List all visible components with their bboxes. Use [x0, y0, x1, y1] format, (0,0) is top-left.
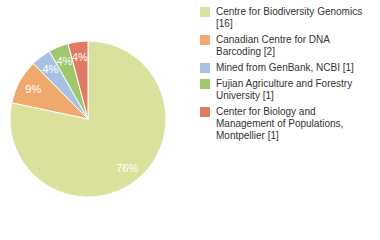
svg-text:4%: 4% [72, 51, 88, 63]
html-text:Centre for Biodiversity Genomi: Centre for Biodiversity Genomics [16] [216, 6, 363, 29]
svg-text:76%: 76% [116, 162, 138, 174]
svg-text:9%: 9% [25, 83, 41, 95]
html-text:Fujian Agriculture and Forestr: Fujian Agriculture and Forestry Universi… [216, 78, 353, 101]
svg-text:4%: 4% [42, 63, 59, 76]
html-text:Mined from GenBank, NCBI [1]: Mined from GenBank, NCBI [1] [216, 62, 354, 73]
html-text:Canadian Centre for DNA Barcod: Canadian Centre for DNA Barcoding [2] [216, 34, 330, 57]
svg-text:4%: 4% [56, 55, 72, 67]
html-text:Center for Biology and Managem: Center for Biology and Management of Pop… [216, 106, 344, 141]
